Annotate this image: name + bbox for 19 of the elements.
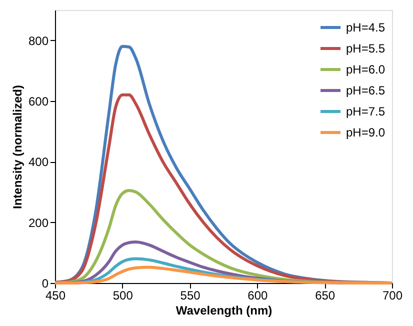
y-tick-label: 200 [28, 216, 49, 230]
x-tick-label: 650 [315, 288, 336, 302]
y-tick-label: 800 [28, 34, 49, 48]
y-axis-title: Intensity (normalized) [10, 84, 24, 210]
y-tick-label: 600 [28, 94, 49, 108]
legend-label: pH=7.5 [346, 104, 386, 118]
x-axis-title: Wavelength (nm) [176, 304, 272, 318]
legend-label: pH=5.5 [346, 42, 386, 56]
x-tick-label: 700 [382, 288, 403, 302]
legend-label: pH=6.0 [346, 62, 386, 76]
legend-label: pH=9.0 [346, 126, 386, 140]
y-tick-label: 0 [42, 276, 49, 290]
legend-label: pH=6.5 [346, 84, 386, 98]
x-tick-label: 550 [180, 288, 201, 302]
x-tick-label: 600 [248, 288, 268, 302]
y-tick-label: 400 [28, 155, 49, 170]
x-tick-label: 450 [45, 288, 66, 302]
x-tick-label: 500 [112, 288, 134, 302]
legend-label: pH=4.5 [346, 20, 386, 34]
